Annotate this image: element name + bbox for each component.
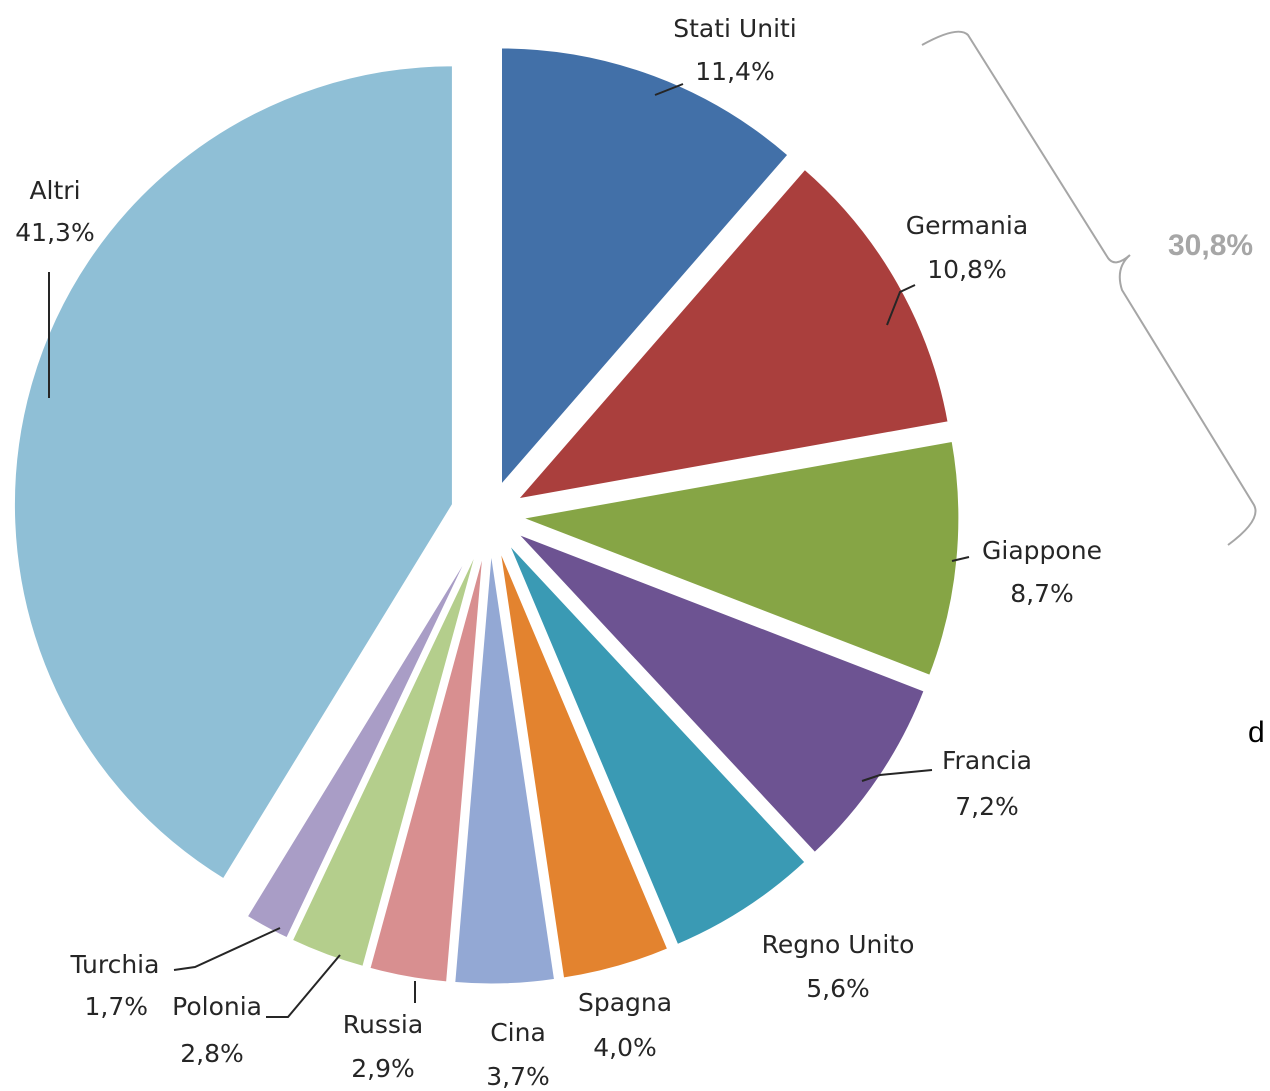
slice-value-giappone: 8,7%	[1010, 579, 1074, 608]
slice-value-stati-uniti: 11,4%	[695, 57, 774, 86]
slice-name-russia: Russia	[343, 1010, 423, 1039]
slice-name-regno-unito: Regno Unito	[762, 930, 915, 959]
pie-slice-russia	[366, 544, 487, 985]
slice-name-cina: Cina	[490, 1018, 546, 1047]
leader-line-francia	[861, 769, 933, 782]
slice-value-spagna: 4,0%	[593, 1033, 657, 1062]
slice-name-altri: Altri	[29, 176, 80, 205]
pie-slice-turchia	[243, 540, 478, 942]
slice-value-russia: 2,9%	[351, 1054, 415, 1083]
slice-value-regno-unito: 5,6%	[806, 974, 870, 1003]
bracket-total-label: 30,8%	[1168, 229, 1253, 262]
slice-labels: Stati Uniti 11,4% Germania 10,8% Giappone 8,7…	[15, 14, 1102, 1091]
slice-value-cina: 3,7%	[486, 1062, 550, 1091]
leader-line-germania	[886, 284, 916, 326]
pie-slice-spagna	[496, 543, 671, 981]
leader-line-stati-uniti	[654, 83, 684, 96]
stray-text: d	[1248, 716, 1265, 749]
pie-slice-germania	[512, 165, 951, 503]
slice-value-turchia: 1,7%	[84, 992, 148, 1021]
pie-slice-stati-uniti	[499, 45, 792, 491]
pie-slice-francia	[513, 530, 928, 856]
slice-name-germania: Germania	[906, 211, 1028, 240]
pie-slice-altri	[11, 63, 455, 883]
slice-name-turchia: Turchia	[70, 950, 160, 979]
bracket-brace	[921, 30, 1257, 546]
slice-name-stati-uniti: Stati Uniti	[673, 14, 797, 43]
slice-name-polonia: Polonia	[172, 992, 262, 1021]
leader-line-giappone	[951, 556, 970, 562]
slice-name-giappone: Giappone	[982, 536, 1102, 565]
slice-name-spagna: Spagna	[578, 988, 672, 1017]
pie-slice-cina	[452, 544, 558, 987]
leader-lines	[48, 83, 970, 1018]
pie-slice-regno-unito	[504, 539, 809, 948]
slice-value-germania: 10,8%	[927, 255, 1006, 284]
slice-name-francia: Francia	[942, 746, 1032, 775]
leader-line-polonia	[266, 954, 341, 1018]
slice-value-francia: 7,2%	[955, 792, 1019, 821]
leader-line-turchia	[173, 927, 281, 971]
pie-slice-polonia	[289, 542, 482, 970]
slice-value-polonia: 2,8%	[180, 1039, 244, 1068]
slice-value-altri: 41,3%	[15, 218, 94, 247]
pie-slices	[11, 45, 962, 987]
